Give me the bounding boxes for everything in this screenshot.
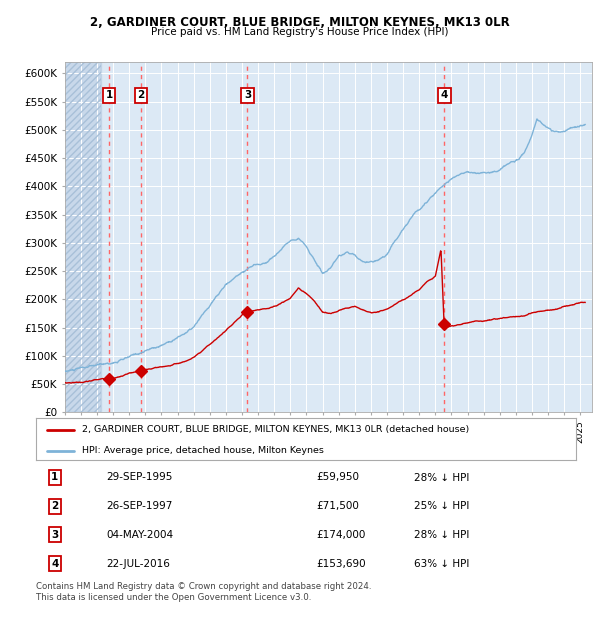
- Text: £59,950: £59,950: [317, 472, 360, 482]
- Text: 1: 1: [51, 472, 59, 482]
- Text: 25% ↓ HPI: 25% ↓ HPI: [414, 501, 469, 511]
- Bar: [65, 62, 101, 412]
- Text: 4: 4: [51, 559, 59, 569]
- Text: Contains HM Land Registry data © Crown copyright and database right 2024.
This d: Contains HM Land Registry data © Crown c…: [36, 582, 371, 603]
- Text: 1: 1: [106, 91, 113, 100]
- Text: 3: 3: [51, 530, 59, 540]
- Text: 28% ↓ HPI: 28% ↓ HPI: [414, 530, 469, 540]
- Text: £153,690: £153,690: [317, 559, 367, 569]
- Text: 2: 2: [51, 501, 59, 511]
- Text: 28% ↓ HPI: 28% ↓ HPI: [414, 472, 469, 482]
- Text: 2, GARDINER COURT, BLUE BRIDGE, MILTON KEYNES, MK13 0LR (detached house): 2, GARDINER COURT, BLUE BRIDGE, MILTON K…: [82, 425, 469, 434]
- Text: Price paid vs. HM Land Registry's House Price Index (HPI): Price paid vs. HM Land Registry's House …: [151, 27, 449, 37]
- Text: £174,000: £174,000: [317, 530, 366, 540]
- Bar: [65, 62, 101, 412]
- Text: 63% ↓ HPI: 63% ↓ HPI: [414, 559, 469, 569]
- Text: HPI: Average price, detached house, Milton Keynes: HPI: Average price, detached house, Milt…: [82, 446, 324, 455]
- Text: 2, GARDINER COURT, BLUE BRIDGE, MILTON KEYNES, MK13 0LR: 2, GARDINER COURT, BLUE BRIDGE, MILTON K…: [90, 16, 510, 29]
- Text: £71,500: £71,500: [317, 501, 359, 511]
- Text: 22-JUL-2016: 22-JUL-2016: [106, 559, 170, 569]
- Text: 29-SEP-1995: 29-SEP-1995: [106, 472, 173, 482]
- Text: 04-MAY-2004: 04-MAY-2004: [106, 530, 173, 540]
- Text: 2: 2: [137, 91, 145, 100]
- Text: 3: 3: [244, 91, 251, 100]
- Text: 26-SEP-1997: 26-SEP-1997: [106, 501, 173, 511]
- Text: 4: 4: [440, 91, 448, 100]
